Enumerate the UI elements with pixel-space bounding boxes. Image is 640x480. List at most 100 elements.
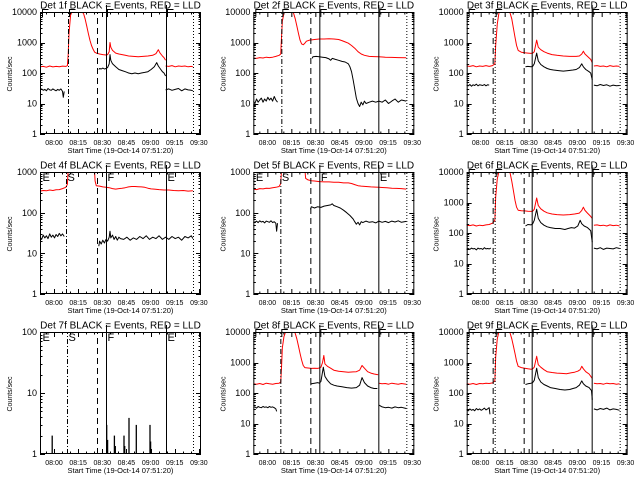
y-tick-label: 1000 [17,167,37,177]
y-tick-label: 10 [240,419,250,429]
x-tick-label: 09:30 [190,140,208,147]
y-tick-label: 100 [235,208,250,218]
series-lld-line [94,172,193,192]
series-events-line [466,247,492,251]
marker-glyph-E [592,9,600,17]
x-tick-label: 09:15 [166,140,184,147]
y-tick-label: 100 [449,228,464,238]
y-tick-label: 10 [240,99,250,109]
marker-label: E [168,332,175,344]
y-tick-label: 100 [235,388,250,398]
series-events-line [310,203,407,226]
marker-label: E [256,172,263,184]
y-tick-label: 1 [32,449,37,459]
x-axis-label: Start Time (19-Oct-14 07:51:20) [281,306,387,315]
panel-title: Det 7f BLACK = Events, RED = LLD [40,321,201,332]
y-tick-label: 10000 [439,167,464,177]
x-tick-label: 09:15 [379,300,397,307]
y-tick-label: 1000 [230,38,250,48]
series-events-line [466,407,491,415]
y-axis-label: Counts/sec [434,216,441,252]
panel-det-7: E S F E 1 10 100 08:00 08:15 08:30 08:45 09:00 09:15… [7,321,208,476]
x-tick-label: 08:30 [520,140,538,147]
marker-label: S [282,172,289,184]
x-tick-label: 08:15 [283,460,301,467]
y-tick-label: 10000 [225,7,250,17]
marker-glyph-S [69,9,76,17]
marker-glyph-E [468,169,476,177]
marker-label: F [108,172,115,184]
x-axis-label: Start Time (19-Oct-14 07:51:20) [68,146,174,155]
x-tick-label: 08:15 [283,300,301,307]
x-tick-label: 08:30 [307,140,325,147]
marker-label: E [43,332,50,344]
plot-area [253,332,407,412]
y-tick-label: 1000 [230,358,250,368]
series-events-line [98,230,194,247]
panel-det-5: E S F E 1 10 100 1000 08:00 08:15 08:30 08:45 09:00 0… [220,161,421,316]
y-tick-label: 1 [459,449,464,459]
y-tick-label: 1 [459,289,464,299]
series-lld-line [253,12,407,59]
x-tick-label: 08:15 [69,140,87,147]
y-tick-label: 10 [27,249,37,259]
series-events-line [253,406,278,412]
x-tick-label: 08:45 [118,140,136,147]
y-axis-label: Counts/sec [434,376,441,412]
x-tick-label: 08:45 [544,300,562,307]
x-tick-label: 09:00 [355,460,373,467]
series-lld-line [378,382,407,385]
panel-title: Det 6f BLACK = Events, RED = LLD [467,161,628,172]
marker-glyph-E [468,329,476,337]
marker-glyph-F [532,329,540,337]
x-tick-label: 08:00 [259,140,277,147]
x-tick-label: 09:30 [190,300,208,307]
series-events-line [98,54,167,77]
x-tick-label: 08:15 [69,300,87,307]
series-lld-line [593,65,620,68]
y-axis-label: Counts/sec [7,376,14,412]
x-tick-label: 09:00 [355,300,373,307]
x-tick-label: 09:30 [403,460,421,467]
axis-ticks [40,172,201,295]
marker-label: F [321,172,328,184]
x-tick-label: 09:00 [142,460,160,467]
y-tick-label: 1 [459,129,464,139]
y-tick-label: 1 [245,449,250,459]
marker-glyph-F [320,9,327,17]
panel-title: Det 4f BLACK = Events, RED = LLD [40,161,201,172]
y-tick-label: 10000 [12,7,37,17]
x-tick-label: 09:30 [617,300,635,307]
y-tick-label: 10 [454,259,464,269]
panel-det-9: 1 10 100 1000 10000 08:00 08:15 08:30 08:45 09:00… [434,321,635,476]
x-axis-label: Start Time (19-Oct-14 07:51:20) [494,146,600,155]
plot-area [253,12,407,107]
axis-ticks [466,172,628,295]
y-tick-label: 10000 [439,327,464,337]
series-lld-line [466,332,593,385]
panel-det-3: 1 10 100 1000 10000 08:00 08:15 08:30 08:45 09:00… [434,1,635,156]
series-events-line [466,83,490,87]
y-tick-label: 10 [240,249,250,259]
series-events-line [165,88,194,92]
plot-area [466,12,620,87]
x-tick-label: 08:00 [259,300,277,307]
marker-glyph-E [255,329,262,337]
x-tick-label: 08:30 [520,460,538,467]
panel-title: Det 5f BLACK = Events, RED = LLD [254,161,415,172]
series-lld-line [165,65,194,68]
y-tick-label: 10 [454,419,464,429]
plot-area [466,172,620,251]
x-tick-label: 08:15 [496,460,514,467]
x-tick-label: 09:00 [355,140,373,147]
series-events-line [593,407,620,411]
axis-ticks [466,332,628,455]
marker-glyph-S [282,9,289,17]
x-tick-label: 08:45 [544,140,562,147]
x-tick-label: 09:15 [379,140,397,147]
x-tick-label: 08:00 [472,300,490,307]
x-tick-label: 08:00 [45,140,63,147]
series-events-line [525,52,593,80]
panel-det-8: 1 10 100 1000 10000 08:00 08:15 08:30 08:45 09:00… [220,321,421,476]
